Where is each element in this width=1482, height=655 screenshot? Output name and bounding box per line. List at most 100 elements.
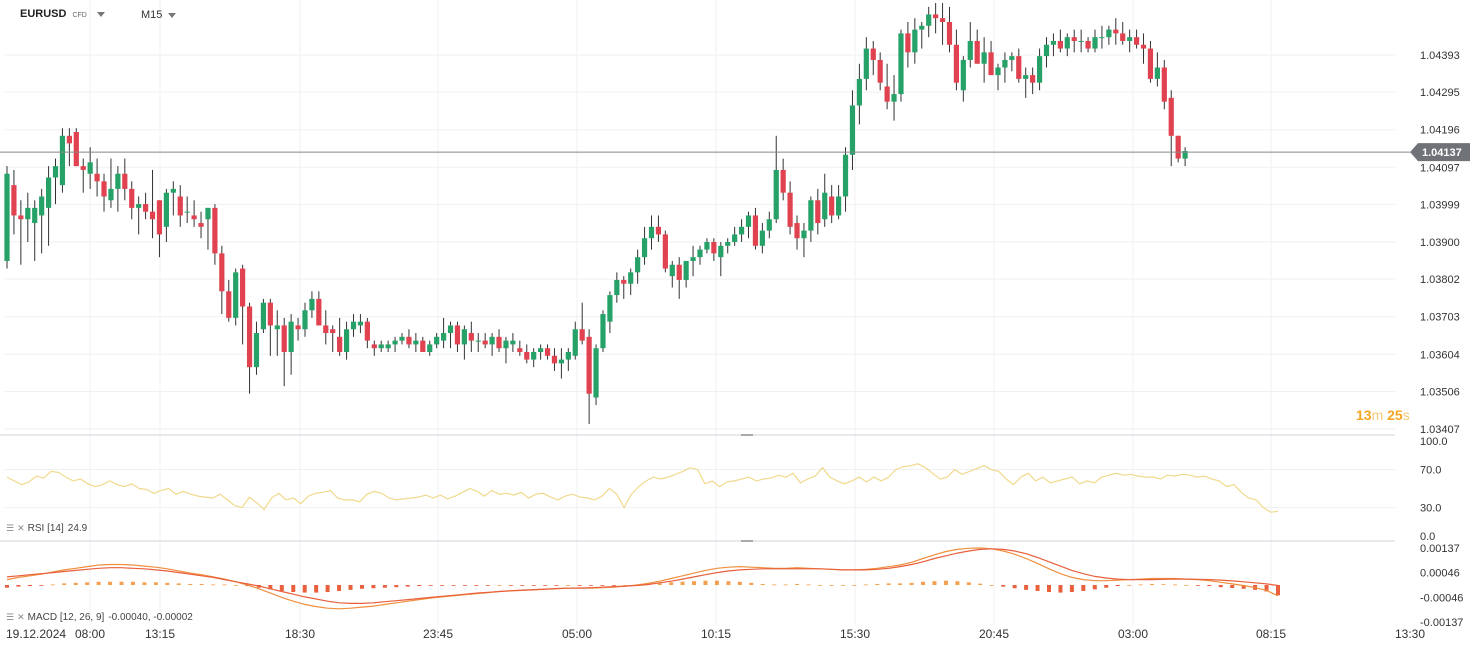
candle-body	[1050, 40, 1057, 45]
macd-histogram-bar	[989, 585, 994, 586]
macd-histogram-bar	[1138, 584, 1143, 586]
candle-body	[1120, 33, 1126, 41]
candle	[503, 336, 509, 364]
candle-body	[385, 344, 391, 349]
candle-body	[766, 219, 772, 231]
chevron-down-icon[interactable]	[168, 12, 177, 18]
time-tick-label: 20:45	[979, 627, 1009, 641]
candle	[524, 344, 530, 364]
candle	[246, 302, 253, 394]
candle	[447, 321, 454, 349]
candle	[953, 29, 960, 91]
price-tick-label: 1.04097	[1420, 162, 1460, 174]
macd-histogram-bar	[325, 585, 330, 593]
candle	[593, 344, 599, 406]
macd-histogram-bar	[382, 585, 387, 588]
macd-histogram-bar	[577, 585, 582, 586]
candle	[628, 268, 634, 296]
candle-body	[1009, 56, 1015, 60]
candle	[1036, 48, 1043, 91]
macd-histogram-bar	[955, 581, 960, 585]
candle	[933, 3, 939, 34]
macd-histogram-bar	[749, 582, 754, 585]
candle-body	[149, 211, 156, 220]
symbol-selector[interactable]: EURUSD CFD	[20, 8, 105, 20]
candle-body	[122, 173, 128, 189]
macd-histogram-bar	[474, 585, 479, 586]
macd-histogram-bar	[451, 585, 456, 586]
candle-body	[45, 177, 52, 208]
timeframe-selector[interactable]: M15	[141, 9, 177, 21]
time-tick-label: 13:30	[1395, 627, 1425, 641]
timeframe-label: M15	[141, 9, 163, 21]
candle	[697, 245, 703, 265]
candle	[1106, 25, 1112, 45]
candle	[856, 63, 862, 125]
macd-histogram-bar	[62, 583, 67, 585]
candle	[641, 226, 648, 265]
candle	[551, 348, 558, 371]
chevron-down-icon[interactable]	[96, 11, 105, 17]
candle	[316, 291, 322, 326]
rsi-tick-label: 30.0	[1420, 503, 1441, 515]
candle-body	[337, 336, 343, 352]
candle	[988, 40, 994, 76]
macd-histogram-bar	[543, 585, 548, 586]
menu-icon[interactable]: ☰	[6, 612, 14, 622]
candle	[898, 29, 904, 102]
candle	[842, 147, 849, 212]
macd-tick-label: -0.00046	[1420, 592, 1463, 604]
macd-histogram-bar	[680, 581, 685, 585]
macd-histogram-bar	[371, 585, 376, 589]
candle-body	[1113, 29, 1119, 34]
candle	[378, 340, 384, 352]
candle-body	[953, 44, 960, 83]
macd-histogram-bar	[119, 581, 124, 585]
macd-histogram-bar	[1024, 585, 1029, 590]
candle-body	[517, 348, 523, 352]
close-icon[interactable]: ✕	[17, 612, 24, 622]
candle-body	[898, 33, 904, 95]
candle	[198, 211, 204, 239]
symbol-label: EURUSD	[20, 8, 67, 20]
macd-histogram-bar	[1264, 585, 1269, 592]
macd-histogram-bar	[508, 585, 513, 586]
macd-histogram-bar	[817, 585, 822, 586]
candle-body	[18, 215, 24, 220]
price-tick-label: 1.03703	[1420, 312, 1460, 324]
macd-histogram-bar	[1276, 585, 1280, 596]
symbol-sub-label: CFD	[72, 11, 87, 19]
candle-body	[1071, 37, 1077, 41]
candle	[1168, 90, 1174, 167]
candle-body	[1016, 56, 1022, 79]
candle-body	[981, 52, 987, 64]
candle	[517, 340, 523, 356]
macd-histogram-bar	[165, 582, 170, 585]
close-icon[interactable]: ✕	[17, 523, 24, 533]
macd-histogram-bar	[1172, 584, 1177, 586]
time-tick-label: 13:15	[145, 627, 175, 641]
candle-body	[1064, 37, 1070, 49]
candle-body	[1133, 37, 1140, 45]
candle-body	[919, 25, 925, 30]
macd-histogram-bar	[279, 585, 284, 591]
macd-histogram-bar	[623, 585, 628, 586]
candle	[974, 29, 980, 64]
candle-body	[212, 207, 218, 254]
candle-body	[510, 340, 516, 345]
candle-body	[52, 166, 59, 178]
macd-histogram-bar	[359, 585, 364, 589]
menu-icon[interactable]: ☰	[6, 523, 14, 533]
macd-histogram-bar	[520, 585, 525, 586]
price-tick-label: 1.04295	[1420, 87, 1460, 99]
macd-histogram-bar	[314, 585, 319, 593]
candle-body	[4, 173, 10, 261]
candle-body	[1030, 75, 1036, 83]
macd-histogram-bar	[783, 584, 788, 586]
macd-histogram-bar	[27, 585, 32, 587]
time-tick-label: 05:00	[562, 627, 592, 641]
macd-histogram-bar	[692, 581, 697, 585]
candle-body	[454, 325, 461, 345]
candle	[94, 158, 100, 197]
